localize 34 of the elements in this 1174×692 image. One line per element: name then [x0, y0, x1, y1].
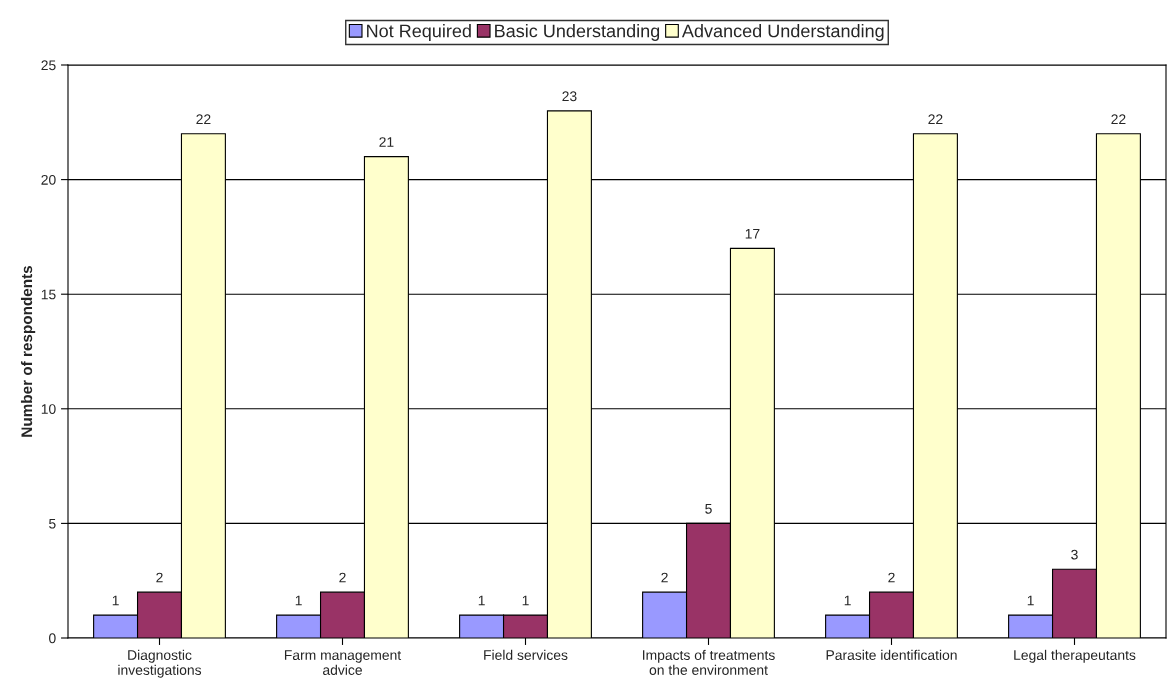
- y-axis-title: Number of respondents: [20, 265, 36, 437]
- data-label: 23: [562, 91, 577, 102]
- y-tick-label: 25: [41, 60, 56, 71]
- data-label: 2: [156, 572, 163, 583]
- data-label: 1: [844, 595, 851, 606]
- x-tick-label: Impacts of treatments on the environment: [643, 649, 775, 675]
- data-label: 1: [478, 595, 485, 606]
- data-label: 2: [339, 572, 346, 583]
- y-tick-label: 0: [49, 633, 56, 644]
- data-label: 1: [112, 595, 119, 606]
- x-tick-label: Farm management advice: [284, 650, 402, 675]
- x-tick-label: Legal therapeutants: [1014, 649, 1136, 663]
- data-label: 2: [661, 572, 668, 583]
- data-label: 3: [1071, 549, 1078, 560]
- legend-label: Basic Understanding: [495, 24, 660, 41]
- legend-label: Advanced Understanding: [681, 24, 884, 41]
- x-tick-label: Diagnostic investigations: [118, 649, 202, 678]
- legend-label: Not Required: [367, 24, 471, 41]
- y-tick-label: 10: [41, 404, 56, 414]
- data-label: 2: [888, 572, 895, 583]
- data-label: 1: [522, 595, 529, 606]
- data-label: 5: [705, 504, 712, 514]
- data-label: 1: [1027, 595, 1034, 606]
- data-label: 22: [928, 114, 943, 124]
- data-label: 21: [379, 137, 394, 147]
- data-label: 22: [1111, 114, 1126, 124]
- x-tick-label: Field services: [484, 649, 568, 661]
- data-label: 22: [196, 114, 211, 124]
- x-tick-label: Parasite identification: [826, 649, 957, 661]
- y-tick-label: 5: [49, 518, 56, 529]
- data-label: 17: [745, 228, 760, 239]
- y-tick-label: 15: [41, 289, 56, 300]
- data-label: 1: [295, 595, 302, 606]
- y-tick-label: 20: [41, 174, 56, 185]
